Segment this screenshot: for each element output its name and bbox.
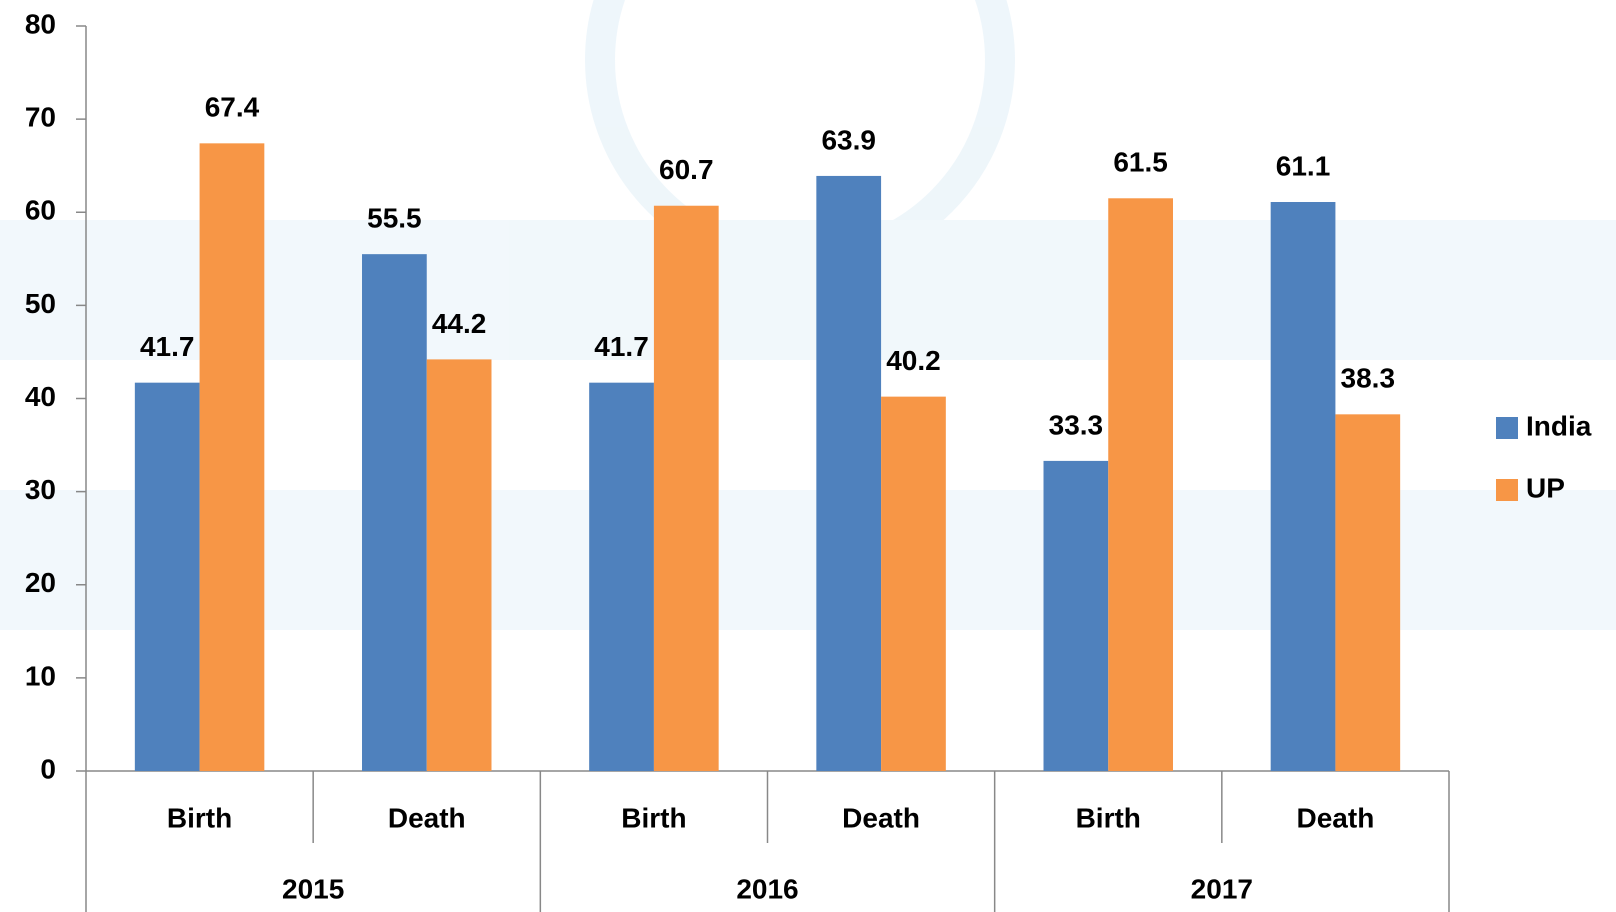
bar xyxy=(816,175,882,771)
y-tick-label: 70 xyxy=(25,102,56,133)
group-label: 2016 xyxy=(736,873,798,904)
bar xyxy=(1270,202,1336,772)
bar xyxy=(199,143,265,771)
value-label: 63.9 xyxy=(821,124,876,155)
x-tick-label: Birth xyxy=(621,802,686,833)
legend-label: India xyxy=(1526,410,1592,441)
bar xyxy=(1108,198,1173,771)
y-tick-label: 60 xyxy=(25,195,56,226)
bar xyxy=(362,254,427,771)
value-label: 61.5 xyxy=(1113,147,1168,178)
group-label: 2015 xyxy=(282,873,344,904)
value-label: 60.7 xyxy=(659,154,714,185)
legend-swatch xyxy=(1496,417,1518,439)
y-tick-label: 40 xyxy=(25,381,56,412)
bar xyxy=(881,396,946,771)
value-label: 55.5 xyxy=(367,203,422,234)
y-tick-label: 0 xyxy=(40,753,56,784)
value-label: 41.7 xyxy=(140,331,195,362)
y-tick-label: 20 xyxy=(25,567,56,598)
value-label: 41.7 xyxy=(594,331,649,362)
value-label: 67.4 xyxy=(205,92,260,123)
y-tick-label: 80 xyxy=(25,8,56,39)
x-tick-label: Death xyxy=(388,802,466,833)
x-tick-label: Birth xyxy=(1076,802,1141,833)
x-tick-label: Death xyxy=(1297,802,1375,833)
value-label: 33.3 xyxy=(1049,409,1104,440)
value-label: 38.3 xyxy=(1341,363,1396,394)
y-tick-label: 30 xyxy=(25,474,56,505)
y-tick-label: 10 xyxy=(25,660,56,691)
value-label: 61.1 xyxy=(1276,150,1331,181)
legend-label: UP xyxy=(1526,472,1565,503)
x-tick-label: Death xyxy=(842,802,920,833)
value-label: 40.2 xyxy=(886,345,941,376)
bar xyxy=(1043,460,1109,771)
x-tick-label: Birth xyxy=(167,802,232,833)
bar xyxy=(653,205,719,771)
y-tick-label: 50 xyxy=(25,288,56,319)
legend-swatch xyxy=(1496,479,1518,501)
bar xyxy=(1335,414,1401,771)
bar xyxy=(426,359,492,771)
group-label: 2017 xyxy=(1191,873,1253,904)
bar xyxy=(589,382,654,771)
value-label: 44.2 xyxy=(432,308,487,339)
bar xyxy=(134,382,200,771)
